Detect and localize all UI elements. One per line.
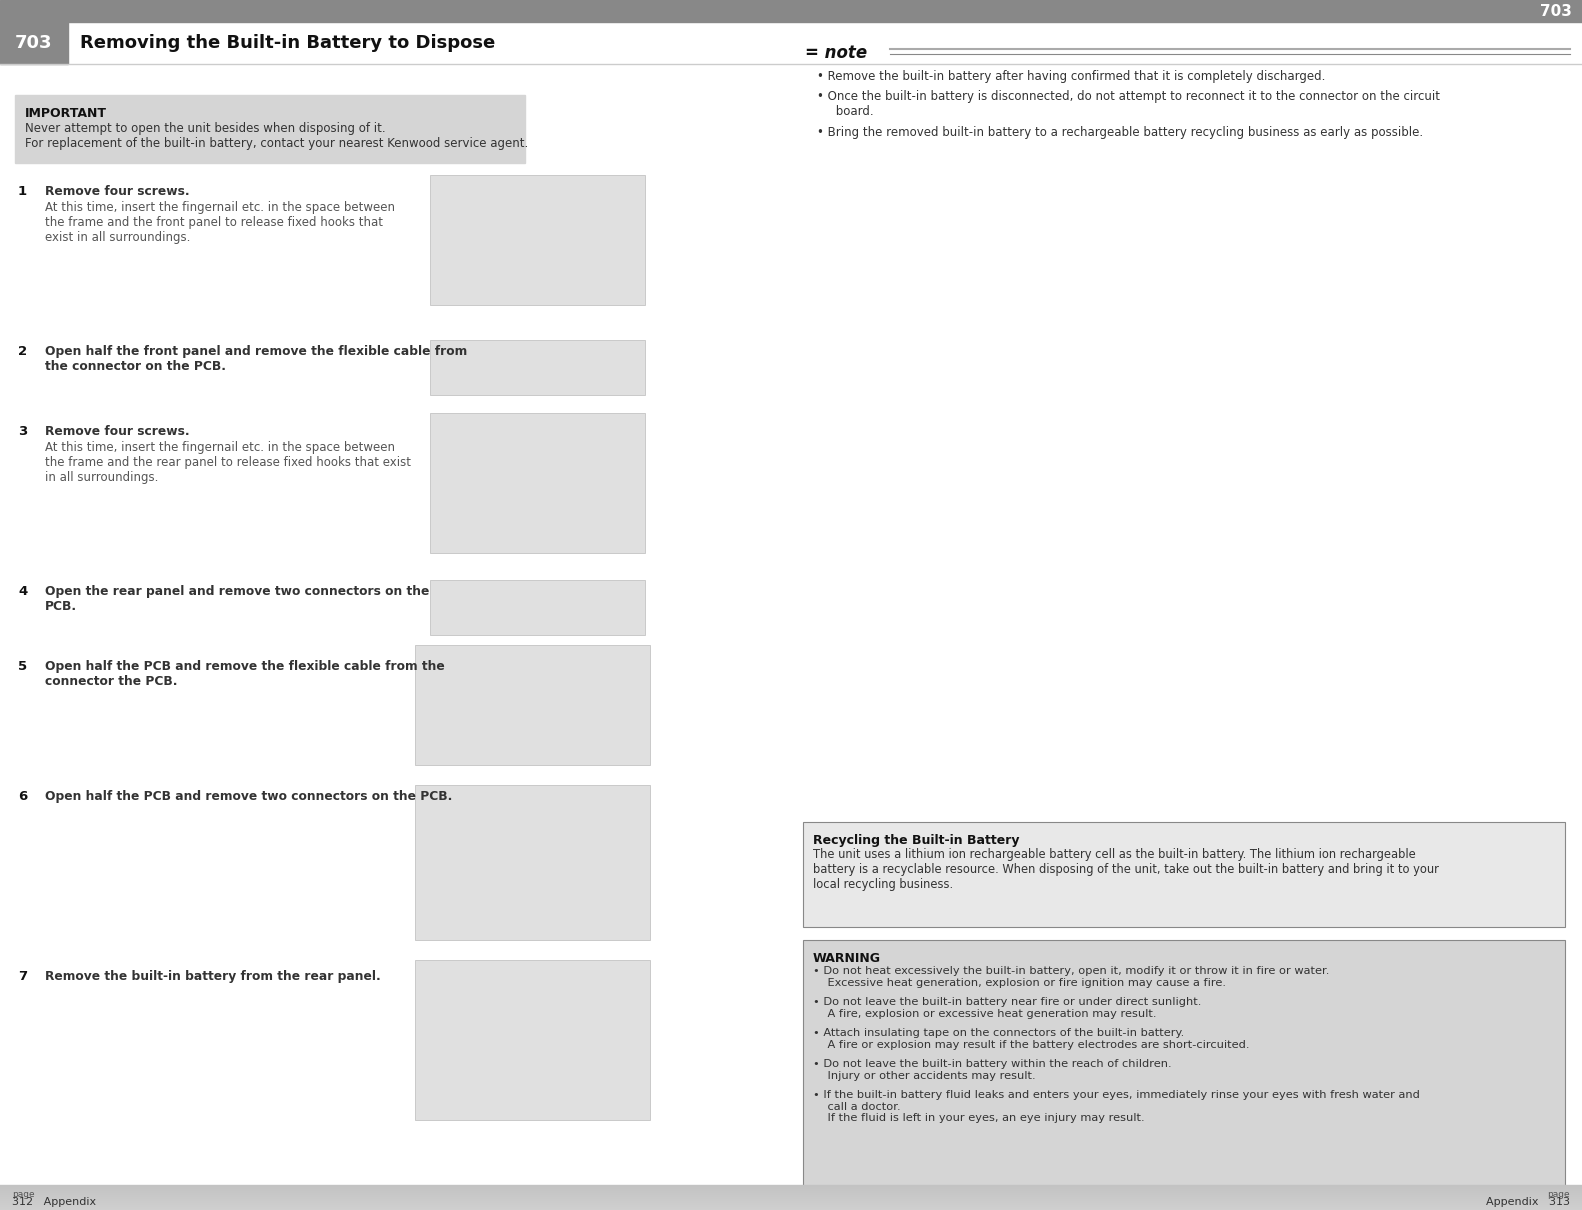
Text: The unit uses a lithium ion rechargeable battery cell as the built-in battery. T: The unit uses a lithium ion rechargeable… [813,848,1440,891]
Bar [804,940,1565,1189]
Bar [430,580,645,635]
Text: • If the built-in battery fluid leaks and enters your eyes, immediately rinse yo: • If the built-in battery fluid leaks an… [813,1090,1421,1123]
Bar [414,645,650,765]
Text: Open half the PCB and remove two connectors on the PCB.: Open half the PCB and remove two connect… [44,790,452,803]
Bar [0,0,1582,22]
Text: WARNING: WARNING [813,952,881,966]
Text: 5: 5 [17,659,27,673]
Text: Open the rear panel and remove two connectors on the
PCB.: Open the rear panel and remove two conne… [44,584,429,613]
Text: 312   Appendix: 312 Appendix [13,1197,97,1208]
Text: 2: 2 [17,345,27,358]
Text: • Remove the built-in battery after having confirmed that it is completely disch: • Remove the built-in battery after havi… [816,70,1326,83]
Bar [804,822,1565,927]
Text: IMPORTANT: IMPORTANT [25,106,108,120]
Text: • Do not heat excessively the built-in battery, open it, modify it or throw it i: • Do not heat excessively the built-in b… [813,966,1329,987]
Text: Never attempt to open the unit besides when disposing of it.: Never attempt to open the unit besides w… [25,122,386,136]
Text: Remove the built-in battery from the rear panel.: Remove the built-in battery from the rea… [44,970,381,983]
Text: Remove four screws.: Remove four screws. [44,185,190,198]
Text: Removing the Built-in Battery to Dispose: Removing the Built-in Battery to Dispose [81,34,495,52]
Text: page: page [13,1189,35,1199]
Text: At this time, insert the fingernail etc. in the space between
the frame and the : At this time, insert the fingernail etc.… [44,201,396,244]
Text: 6: 6 [17,790,27,803]
Text: 1: 1 [17,185,27,198]
Text: 703: 703 [16,34,52,52]
Text: Open half the front panel and remove the flexible cable from
the connector on th: Open half the front panel and remove the… [44,345,467,373]
Bar [430,175,645,305]
Bar [0,22,68,64]
Text: Remove four screws.: Remove four screws. [44,425,190,438]
Text: • Do not leave the built-in battery within the reach of children.
    Injury or : • Do not leave the built-in battery with… [813,1059,1172,1081]
Text: 703: 703 [1541,4,1573,18]
Text: For replacement of the built-in battery, contact your nearest Kenwood service ag: For replacement of the built-in battery,… [25,137,528,150]
Bar [14,96,525,163]
Bar [414,785,650,940]
Text: • Once the built-in battery is disconnected, do not attempt to reconnect it to t: • Once the built-in battery is disconnec… [816,90,1440,119]
Text: • Bring the removed built-in battery to a rechargeable battery recycling busines: • Bring the removed built-in battery to … [816,126,1424,139]
Text: page: page [1547,1189,1569,1199]
Text: 3: 3 [17,425,27,438]
Bar [414,960,650,1120]
Text: • Do not leave the built-in battery near fire or under direct sunlight.
    A fi: • Do not leave the built-in battery near… [813,997,1201,1019]
Bar [430,413,645,553]
Bar [430,340,645,394]
Text: Appendix   313: Appendix 313 [1485,1197,1569,1208]
Text: • Attach insulating tape on the connectors of the built-in battery.
    A fire o: • Attach insulating tape on the connecto… [813,1028,1250,1049]
Text: At this time, insert the fingernail etc. in the space between
the frame and the : At this time, insert the fingernail etc.… [44,440,411,484]
Text: 7: 7 [17,970,27,983]
Text: Recycling the Built-in Battery: Recycling the Built-in Battery [813,834,1019,847]
Text: Open half the PCB and remove the flexible cable from the
connector the PCB.: Open half the PCB and remove the flexibl… [44,659,445,688]
Text: = note: = note [805,44,867,62]
Text: 4: 4 [17,584,27,598]
